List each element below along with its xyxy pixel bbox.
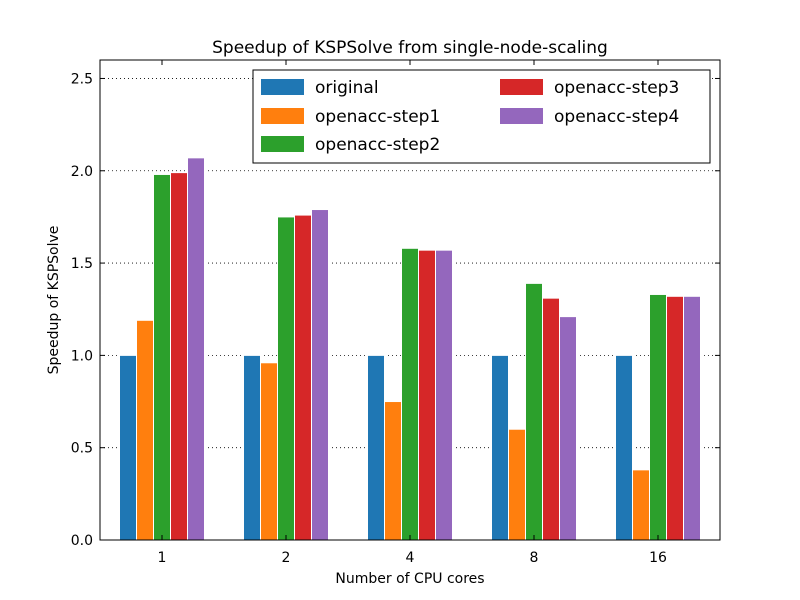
legend-label-openacc-step4: openacc-step4 [554,107,679,127]
x-tick-label: 16 [649,550,667,566]
bar-openacc-step2-1 [153,173,171,541]
bar-openacc-step3-2 [294,214,312,541]
bar-openacc-step3-16 [666,295,684,541]
bar-original-8 [491,354,509,541]
axis-ticks: 0.0 0.5 1.0 1.5 2.0 2.5 1 2 4 8 16 [71,60,720,566]
bar-openacc-step4-2 [311,209,329,541]
legend-label-original: original [315,78,379,98]
legend-swatch-original [261,79,304,95]
bar-openacc-step1-4 [384,401,402,541]
y-tick-label: 0.5 [71,441,93,457]
bar-openacc-step4-8 [559,316,577,541]
x-axis-label: Number of CPU cores [335,571,484,587]
y-tick-label: 1.0 [71,348,93,364]
bars [119,157,701,541]
legend-swatch-openacc-step1 [261,108,304,124]
legend-box [252,69,711,164]
bar-openacc-step4-1 [187,157,205,541]
bar-openacc-step2-16 [649,293,667,541]
legend-label-openacc-step1: openacc-step1 [315,107,440,127]
bar-openacc-step2-8 [525,282,543,541]
bar-original-2 [243,354,261,541]
bar-openacc-step2-4 [401,247,419,541]
bar-openacc-step1-2 [260,362,278,541]
bar-openacc-step1-8 [508,428,526,541]
x-tick-label: 4 [406,550,415,566]
x-tick-label: 1 [158,550,167,566]
legend-swatch-openacc-step2 [261,136,304,152]
x-tick-label: 8 [530,550,539,566]
bar-openacc-step3-1 [170,172,188,541]
bar-openacc-step1-1 [136,319,154,541]
x-tick-label: 2 [282,550,291,566]
y-tick-label: 1.5 [71,256,93,272]
chart-title: Speedup of KSPSolve from single-node-sca… [212,38,608,58]
legend-label-openacc-step2: openacc-step2 [315,135,440,155]
bar-openacc-step2-2 [277,216,295,541]
bar-openacc-step3-8 [542,297,560,541]
legend-label-openacc-step3: openacc-step3 [554,78,679,98]
bar-openacc-step4-4 [435,249,453,541]
bar-original-1 [119,354,137,541]
legend: original openacc-step1 openacc-step2 openac… [252,69,711,164]
bar-openacc-step4-16 [683,295,701,541]
bar-original-16 [615,354,633,541]
bar-original-4 [367,354,385,541]
y-tick-label: 0.0 [71,533,93,549]
bar-openacc-step1-16 [632,469,650,541]
bar-openacc-step3-4 [418,249,436,541]
y-tick-label: 2.0 [71,164,93,180]
y-axis-label: Speedup of KSPSolve [46,226,62,375]
y-tick-label: 2.5 [71,71,93,87]
legend-swatch-openacc-step4 [500,108,543,124]
legend-swatch-openacc-step3 [500,79,543,95]
